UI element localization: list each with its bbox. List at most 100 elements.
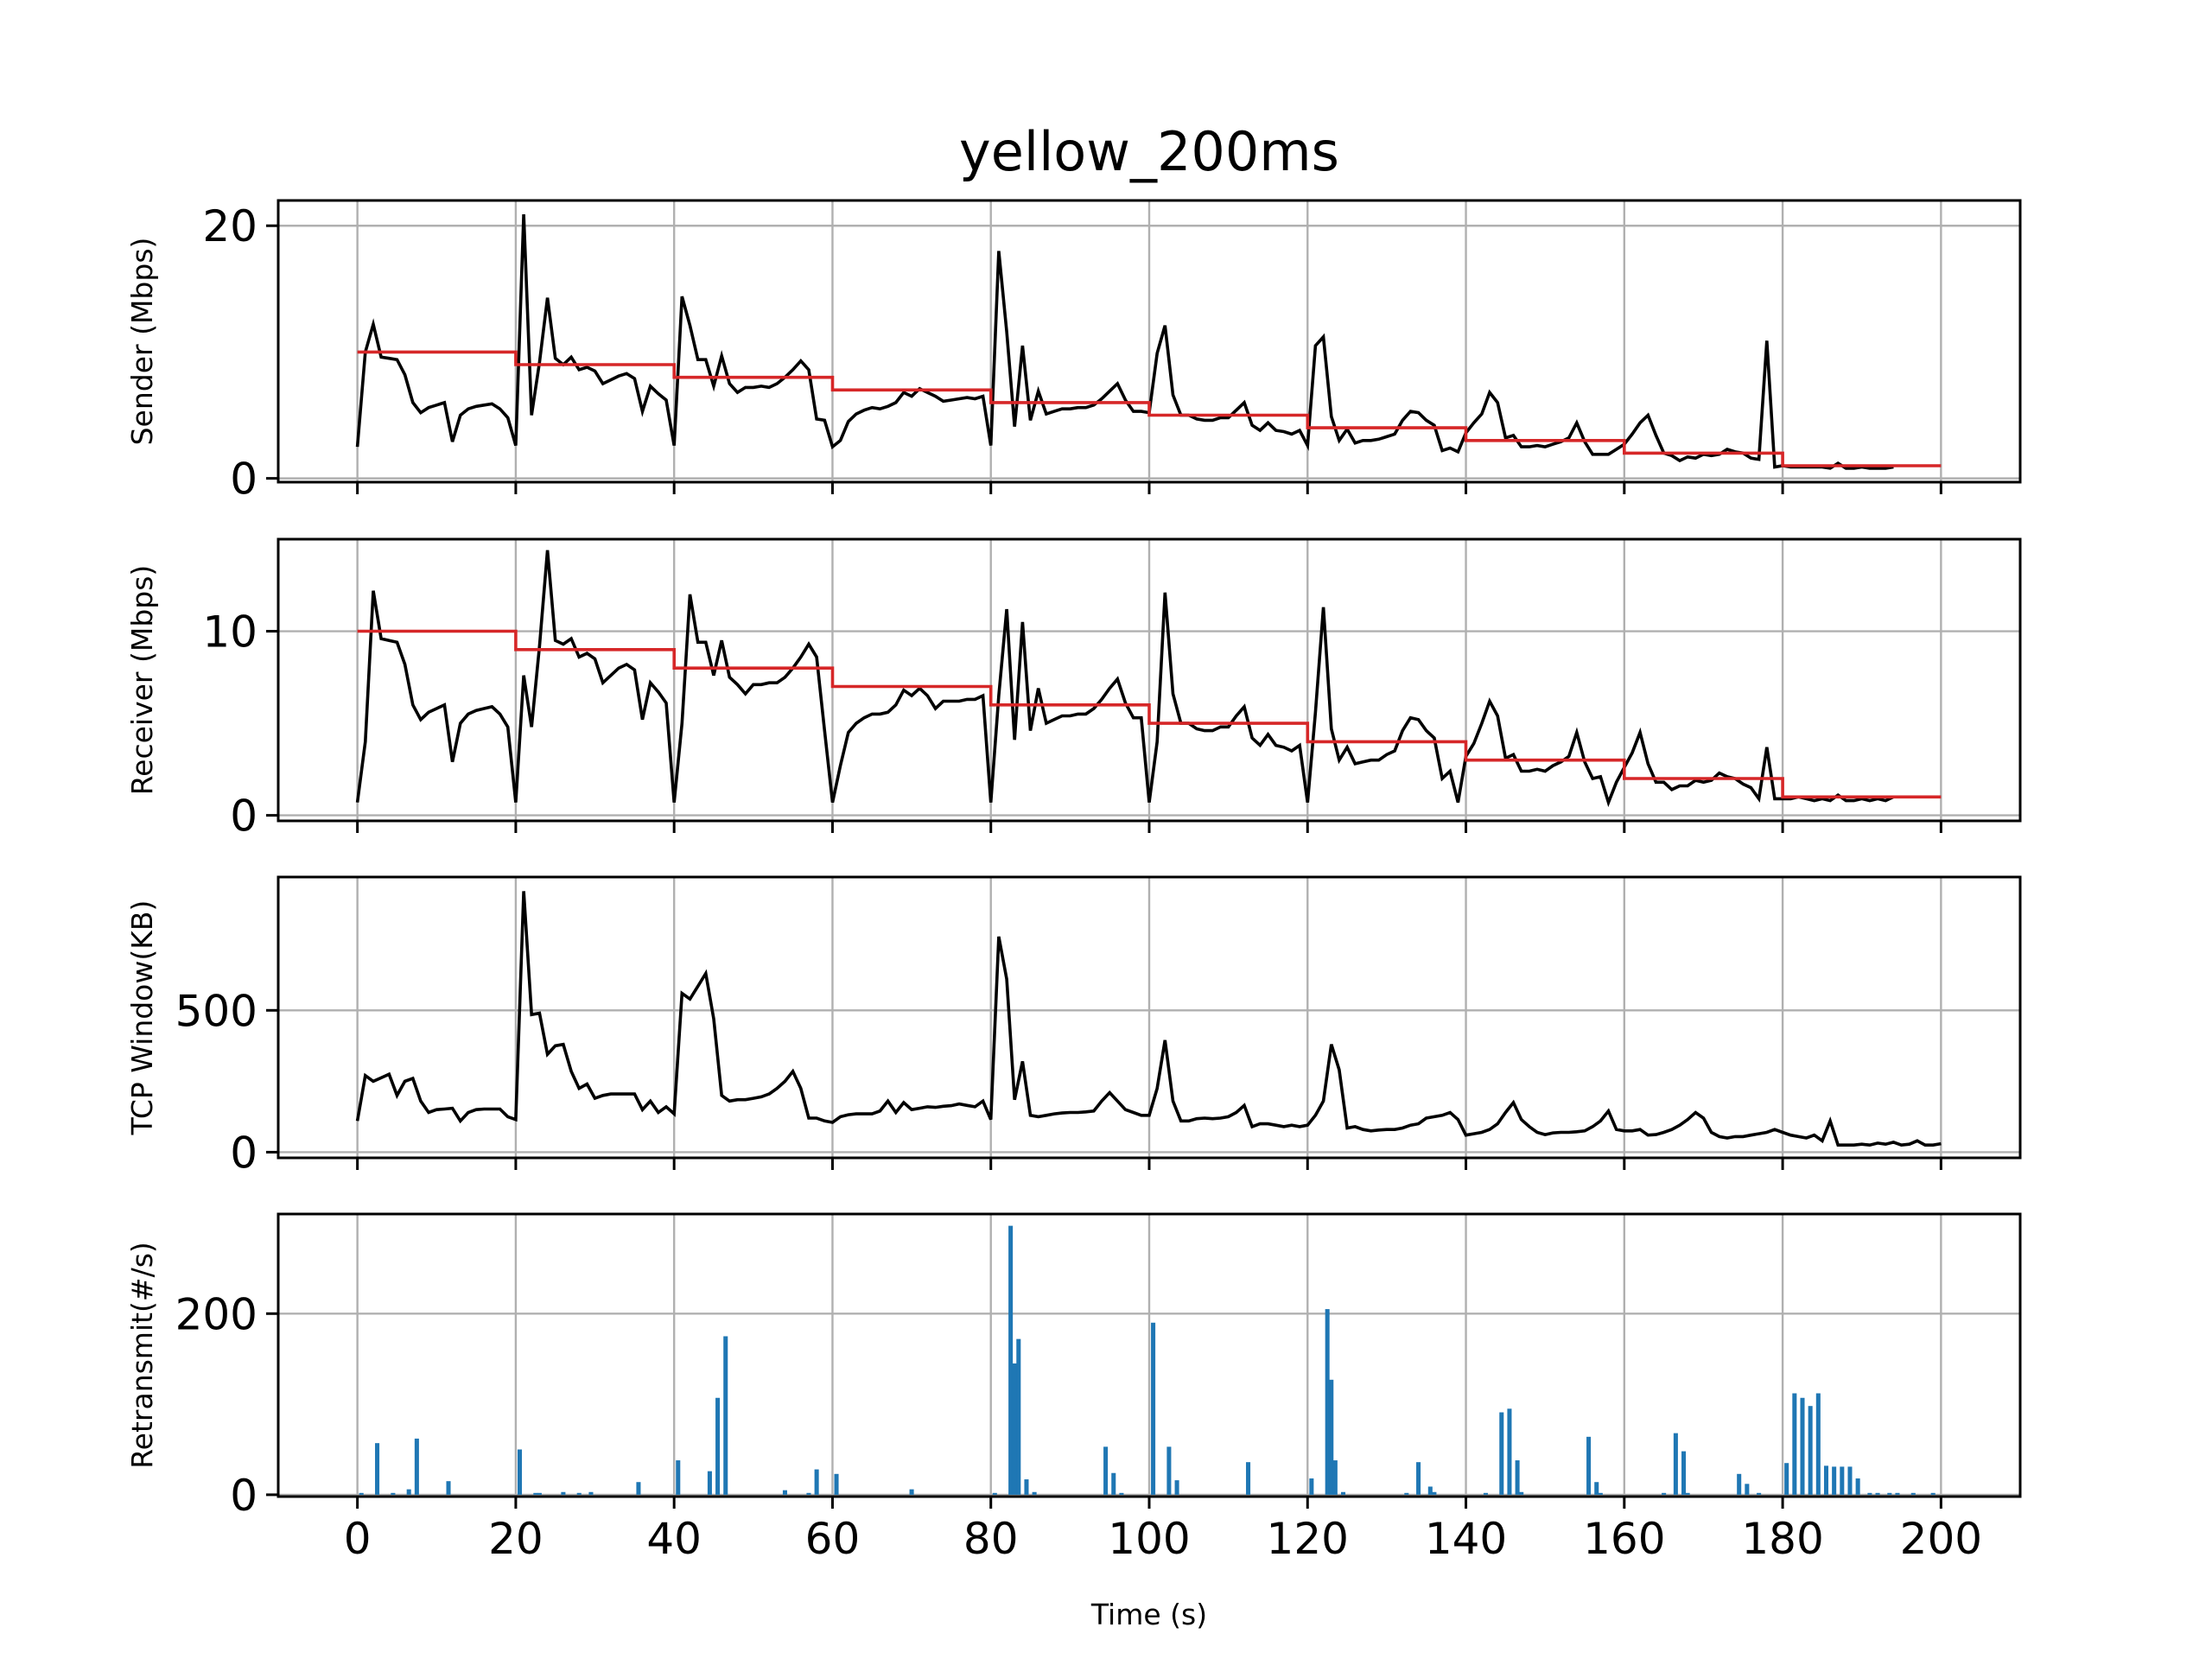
retransmit-bar xyxy=(1681,1451,1687,1495)
y-tick-label: 200 xyxy=(175,1289,257,1339)
retransmit-bar xyxy=(1823,1465,1829,1495)
retransmit-bar xyxy=(406,1489,411,1495)
y-tick-label: 0 xyxy=(230,1128,257,1178)
retransmit-bar xyxy=(446,1481,451,1495)
retransmit-bar xyxy=(391,1492,396,1495)
target-rate-line xyxy=(357,350,1942,467)
x-tick-label: 100 xyxy=(1108,1514,1190,1564)
retransmit-bar xyxy=(1792,1393,1797,1495)
retransmit-bar xyxy=(1024,1479,1029,1495)
retransmit-bar xyxy=(1745,1484,1750,1495)
retransmit-bar xyxy=(636,1482,641,1495)
x-tick-label: 120 xyxy=(1267,1514,1349,1564)
y-tick-label: 20 xyxy=(202,201,257,251)
retransmit-bar xyxy=(1325,1309,1330,1495)
y-axis-label: Receiver (Mbps) xyxy=(125,565,159,796)
retransmit-bar xyxy=(1910,1492,1916,1495)
retransmit-bar xyxy=(1887,1492,1892,1495)
retransmit-bar xyxy=(806,1492,811,1495)
window-line xyxy=(355,891,1942,1147)
retransmit-bar xyxy=(1012,1363,1017,1495)
retransmit-bar xyxy=(1895,1492,1900,1495)
retransmit-bar xyxy=(1930,1492,1936,1495)
retransmit-bar xyxy=(1832,1466,1837,1495)
retransmit-bar xyxy=(1119,1492,1124,1495)
retransmit-bar xyxy=(1586,1436,1592,1495)
retransmit-bar xyxy=(1483,1492,1488,1495)
retransmit-bar xyxy=(992,1492,997,1495)
retransmit-bar xyxy=(1309,1478,1314,1495)
retransmit-bar xyxy=(1432,1491,1437,1495)
retransmit-bar xyxy=(1111,1472,1116,1495)
retransmit-bar xyxy=(1673,1433,1678,1495)
x-tick-label: 20 xyxy=(488,1514,543,1564)
retransmit-bar xyxy=(588,1491,594,1495)
y-tick-label: 0 xyxy=(230,791,257,842)
retransmit-bar xyxy=(1340,1491,1346,1495)
retransmit-bar xyxy=(1329,1379,1334,1495)
retransmit-bar xyxy=(375,1443,380,1495)
x-axis-label: Time (s) xyxy=(1090,1598,1207,1631)
retransmit-bar xyxy=(1174,1480,1179,1495)
retransmit-bar xyxy=(1815,1393,1821,1495)
y-tick-label: 10 xyxy=(202,607,257,658)
retransmit-bar xyxy=(909,1489,914,1495)
retransmit-bar xyxy=(414,1438,419,1495)
x-tick-label: 180 xyxy=(1741,1514,1823,1564)
retransmit-bar xyxy=(1875,1492,1880,1495)
y-axis-label: TCP Window(KB) xyxy=(125,900,159,1136)
retransmit-bar xyxy=(1800,1397,1805,1495)
retransmit-bar xyxy=(537,1492,542,1495)
x-tick-label: 200 xyxy=(1900,1514,1982,1564)
y-axis-label: Retransmit(#/s) xyxy=(125,1242,159,1469)
retransmit-bar xyxy=(1427,1486,1433,1495)
panel-receiver: 0 10 Receiver (Mbps) xyxy=(125,537,2022,842)
retransmit-bar xyxy=(1855,1478,1860,1495)
retransmit-bar xyxy=(782,1490,787,1495)
retransmit-bar xyxy=(723,1336,728,1495)
retransmit-bar xyxy=(1594,1482,1599,1495)
x-tick-label: 80 xyxy=(963,1514,1019,1564)
panel-sender: 0 20 Sender (Mbps) xyxy=(125,199,2022,505)
retransmit-bar xyxy=(359,1492,364,1495)
retransmit-bar xyxy=(1598,1492,1603,1495)
retransmit-bar xyxy=(1847,1466,1853,1495)
panel-retransmit: 0 20 40 60 80 100 120 140 160 180 200 0 200 Retransmi… xyxy=(125,1212,2022,1564)
y-tick-label: 500 xyxy=(175,986,257,1036)
retransmit-bar xyxy=(1685,1492,1690,1495)
x-tick-label: 140 xyxy=(1425,1514,1507,1564)
receiver-line xyxy=(355,550,1895,808)
retransmit-bar xyxy=(533,1492,538,1495)
y-axis-label: Sender (Mbps) xyxy=(125,238,159,446)
retransmit-bar xyxy=(1016,1338,1021,1495)
sender-line xyxy=(355,214,1894,470)
x-tick-label: 160 xyxy=(1583,1514,1665,1564)
retransmit-bar xyxy=(1416,1462,1421,1495)
retransmit-bar xyxy=(561,1491,566,1495)
retransmit-bar xyxy=(1507,1408,1512,1495)
retransmit-bar xyxy=(1032,1491,1037,1495)
y-tick-label: 0 xyxy=(230,1471,257,1521)
retransmit-bar xyxy=(1784,1463,1789,1495)
retransmit-bar xyxy=(1662,1492,1667,1495)
retransmit-bar xyxy=(715,1397,721,1495)
retransmit-bar xyxy=(1515,1460,1520,1495)
retransmit-bar xyxy=(1332,1460,1338,1495)
target-rate-line xyxy=(357,629,1942,799)
y-tick-label: 0 xyxy=(230,454,257,505)
x-tick-label: 40 xyxy=(646,1514,702,1564)
panel-window: 0 500 TCP Window(KB) xyxy=(125,875,2022,1178)
x-tick-label: 60 xyxy=(805,1514,861,1564)
retransmit-bar xyxy=(576,1492,582,1495)
retransmit-bar xyxy=(1737,1473,1742,1495)
retransmit-bar xyxy=(1404,1492,1409,1495)
retransmit-bar xyxy=(1008,1225,1014,1495)
retransmit-bar xyxy=(1151,1322,1156,1495)
retransmit-bar xyxy=(1246,1462,1251,1495)
retransmit-bar xyxy=(1867,1492,1872,1495)
retransmit-bar xyxy=(814,1469,819,1495)
retransmit-bar xyxy=(676,1460,681,1495)
retransmit-bar xyxy=(707,1471,712,1495)
chart-title: yellow_200ms xyxy=(959,120,1339,183)
